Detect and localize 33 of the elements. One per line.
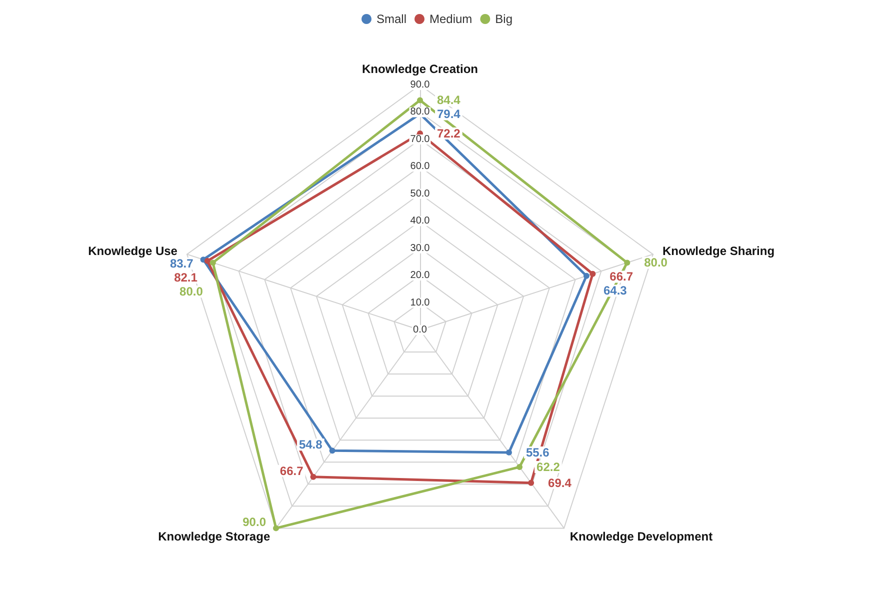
data-label: 79.4 [437, 107, 461, 122]
y-tick-label: 70.0 [410, 134, 430, 145]
y-tick-label: 80.0 [410, 106, 430, 118]
data-label: 69.4 [548, 476, 572, 490]
spoke-label: Knowledge Use [88, 244, 178, 258]
y-tick-label: 90.0 [410, 80, 430, 90]
y-tick-label: 60.0 [410, 161, 430, 172]
legend-label: Small [376, 12, 406, 26]
legend-label: Big [495, 12, 513, 26]
data-label: 54.8 [298, 438, 323, 452]
y-tick-label: 40.0 [410, 216, 430, 227]
y-tick-label: 10.0 [410, 297, 430, 308]
data-label: 66.7 [280, 464, 304, 478]
data-label: 90.0 [242, 515, 266, 530]
spoke-label: Knowledge Development [570, 529, 713, 544]
data-label: 62.2 [536, 460, 560, 474]
spoke-label: Knowledge Creation [362, 62, 478, 76]
data-label: 80.0 [180, 284, 204, 299]
data-label: 55.6 [526, 445, 550, 460]
legend-label: Medium [429, 12, 472, 26]
y-tick-label: 50.0 [410, 188, 430, 200]
spoke-label: Knowledge Storage [158, 529, 270, 544]
data-label: 84.4 [437, 93, 461, 108]
data-label: 72.2 [437, 126, 461, 140]
data-label: 83.7 [170, 256, 194, 271]
spoke-label: Knowledge Sharing [662, 244, 775, 258]
data-label: 80.0 [644, 256, 668, 270]
data-label: 82.1 [174, 270, 198, 285]
y-tick-label: 0.0 [413, 324, 428, 336]
data-label: 64.3 [603, 284, 628, 298]
y-tick-label: 30.0 [410, 242, 430, 254]
data-label: 66.7 [610, 270, 634, 284]
y-tick-label: 20.0 [410, 270, 430, 282]
